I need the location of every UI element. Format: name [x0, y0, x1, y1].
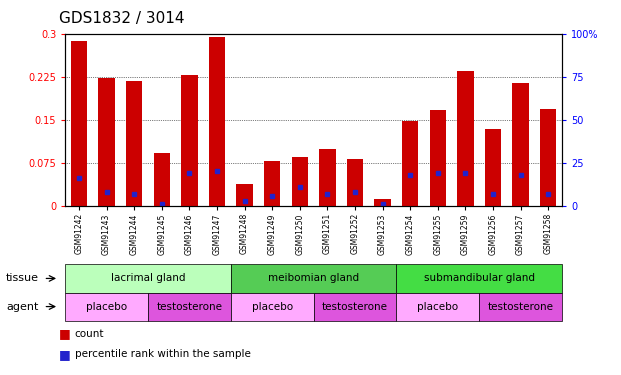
Bar — [540, 108, 556, 206]
Bar — [98, 78, 115, 206]
Bar — [374, 199, 391, 206]
Text: testosterone: testosterone — [156, 302, 222, 312]
Bar — [512, 82, 529, 206]
Bar — [153, 153, 170, 206]
Text: percentile rank within the sample: percentile rank within the sample — [75, 350, 250, 359]
Bar — [181, 75, 197, 206]
Text: meibomian gland: meibomian gland — [268, 273, 359, 284]
Text: testosterone: testosterone — [487, 302, 553, 312]
Bar — [264, 161, 281, 206]
Text: agent: agent — [6, 302, 39, 312]
Text: count: count — [75, 329, 104, 339]
Text: placebo: placebo — [417, 302, 458, 312]
Bar — [485, 129, 501, 206]
Text: placebo: placebo — [252, 302, 292, 312]
Text: tissue: tissue — [6, 273, 39, 284]
Bar — [347, 159, 363, 206]
Text: testosterone: testosterone — [322, 302, 388, 312]
Bar — [126, 81, 142, 206]
Bar — [71, 41, 88, 206]
Text: ■: ■ — [59, 348, 71, 361]
Text: ■: ■ — [59, 327, 71, 340]
Text: placebo: placebo — [86, 302, 127, 312]
Bar — [237, 184, 253, 206]
Bar — [319, 149, 336, 206]
Bar — [209, 37, 225, 206]
Bar — [430, 110, 446, 206]
Bar — [291, 158, 308, 206]
Bar — [457, 71, 474, 206]
Text: GDS1832 / 3014: GDS1832 / 3014 — [59, 11, 184, 26]
Bar — [402, 121, 419, 206]
Text: lacrimal gland: lacrimal gland — [111, 273, 185, 284]
Text: submandibular gland: submandibular gland — [424, 273, 535, 284]
